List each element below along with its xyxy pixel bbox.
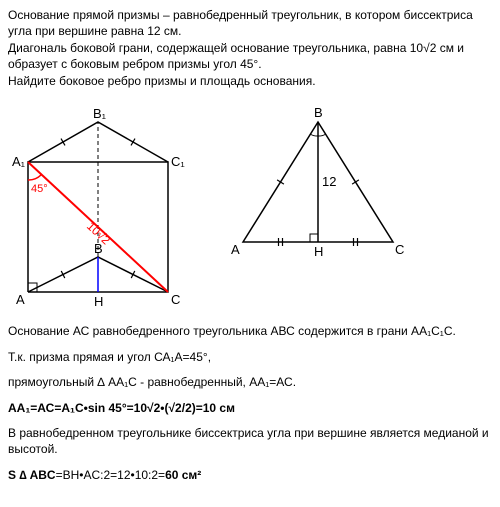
svg-text:C₁: C₁ [171, 154, 185, 169]
svg-text:12: 12 [322, 174, 336, 189]
prism-diagram: ACHBA₁C₁B₁45°10√2 [8, 102, 208, 312]
sol-line-6b: =BH•AC:2=12•10:2= [56, 468, 165, 482]
problem-statement: Основание прямой призмы – равнобедренный… [8, 8, 492, 90]
svg-text:B: B [314, 105, 323, 120]
sol-line-3: прямоугольный ∆ АА₁С - равнобедренный, А… [8, 375, 492, 391]
svg-text:H: H [314, 244, 323, 259]
svg-text:H: H [94, 294, 103, 309]
svg-text:B₁: B₁ [93, 106, 107, 121]
svg-text:C: C [395, 242, 404, 257]
problem-line-3: Найдите боковое ребро призмы и площадь о… [8, 74, 492, 90]
svg-text:A₁: A₁ [12, 154, 26, 169]
svg-text:A: A [16, 292, 25, 307]
sol-line-4b: 10 см [203, 401, 235, 415]
svg-text:C: C [171, 292, 180, 307]
diagrams-row: ACHBA₁C₁B₁45°10√2 ACBH12 [8, 102, 492, 312]
sol-line-1: Основание АС равнобедренного треугольник… [8, 324, 492, 340]
sol-line-6c: 60 см² [165, 468, 201, 482]
sol-line-4: АА₁=АС=А₁С•sin 45°=10√2•(√2/2)=10 см [8, 401, 492, 417]
sol-line-6: S ∆ ABC=BH•AC:2=12•10:2=60 см² [8, 468, 492, 484]
sol-line-4a: АА₁=АС=А₁С•sin 45°=10√2•(√2/2)= [8, 401, 203, 415]
solution-block: Основание АС равнобедренного треугольник… [8, 324, 492, 483]
svg-text:A: A [231, 242, 240, 257]
sol-line-5: В равнобедренном треугольнике биссектрис… [8, 426, 492, 457]
problem-line-2: Диагональ боковой грани, содержащей осно… [8, 41, 492, 72]
sol-line-6a: S ∆ ABC [8, 468, 56, 482]
sol-line-2: Т.к. призма прямая и угол СА₁А=45°, [8, 350, 492, 366]
svg-text:45°: 45° [31, 183, 48, 195]
triangle-diagram: A C B H 12 [228, 102, 408, 262]
problem-line-1: Основание прямой призмы – равнобедренный… [8, 8, 492, 39]
